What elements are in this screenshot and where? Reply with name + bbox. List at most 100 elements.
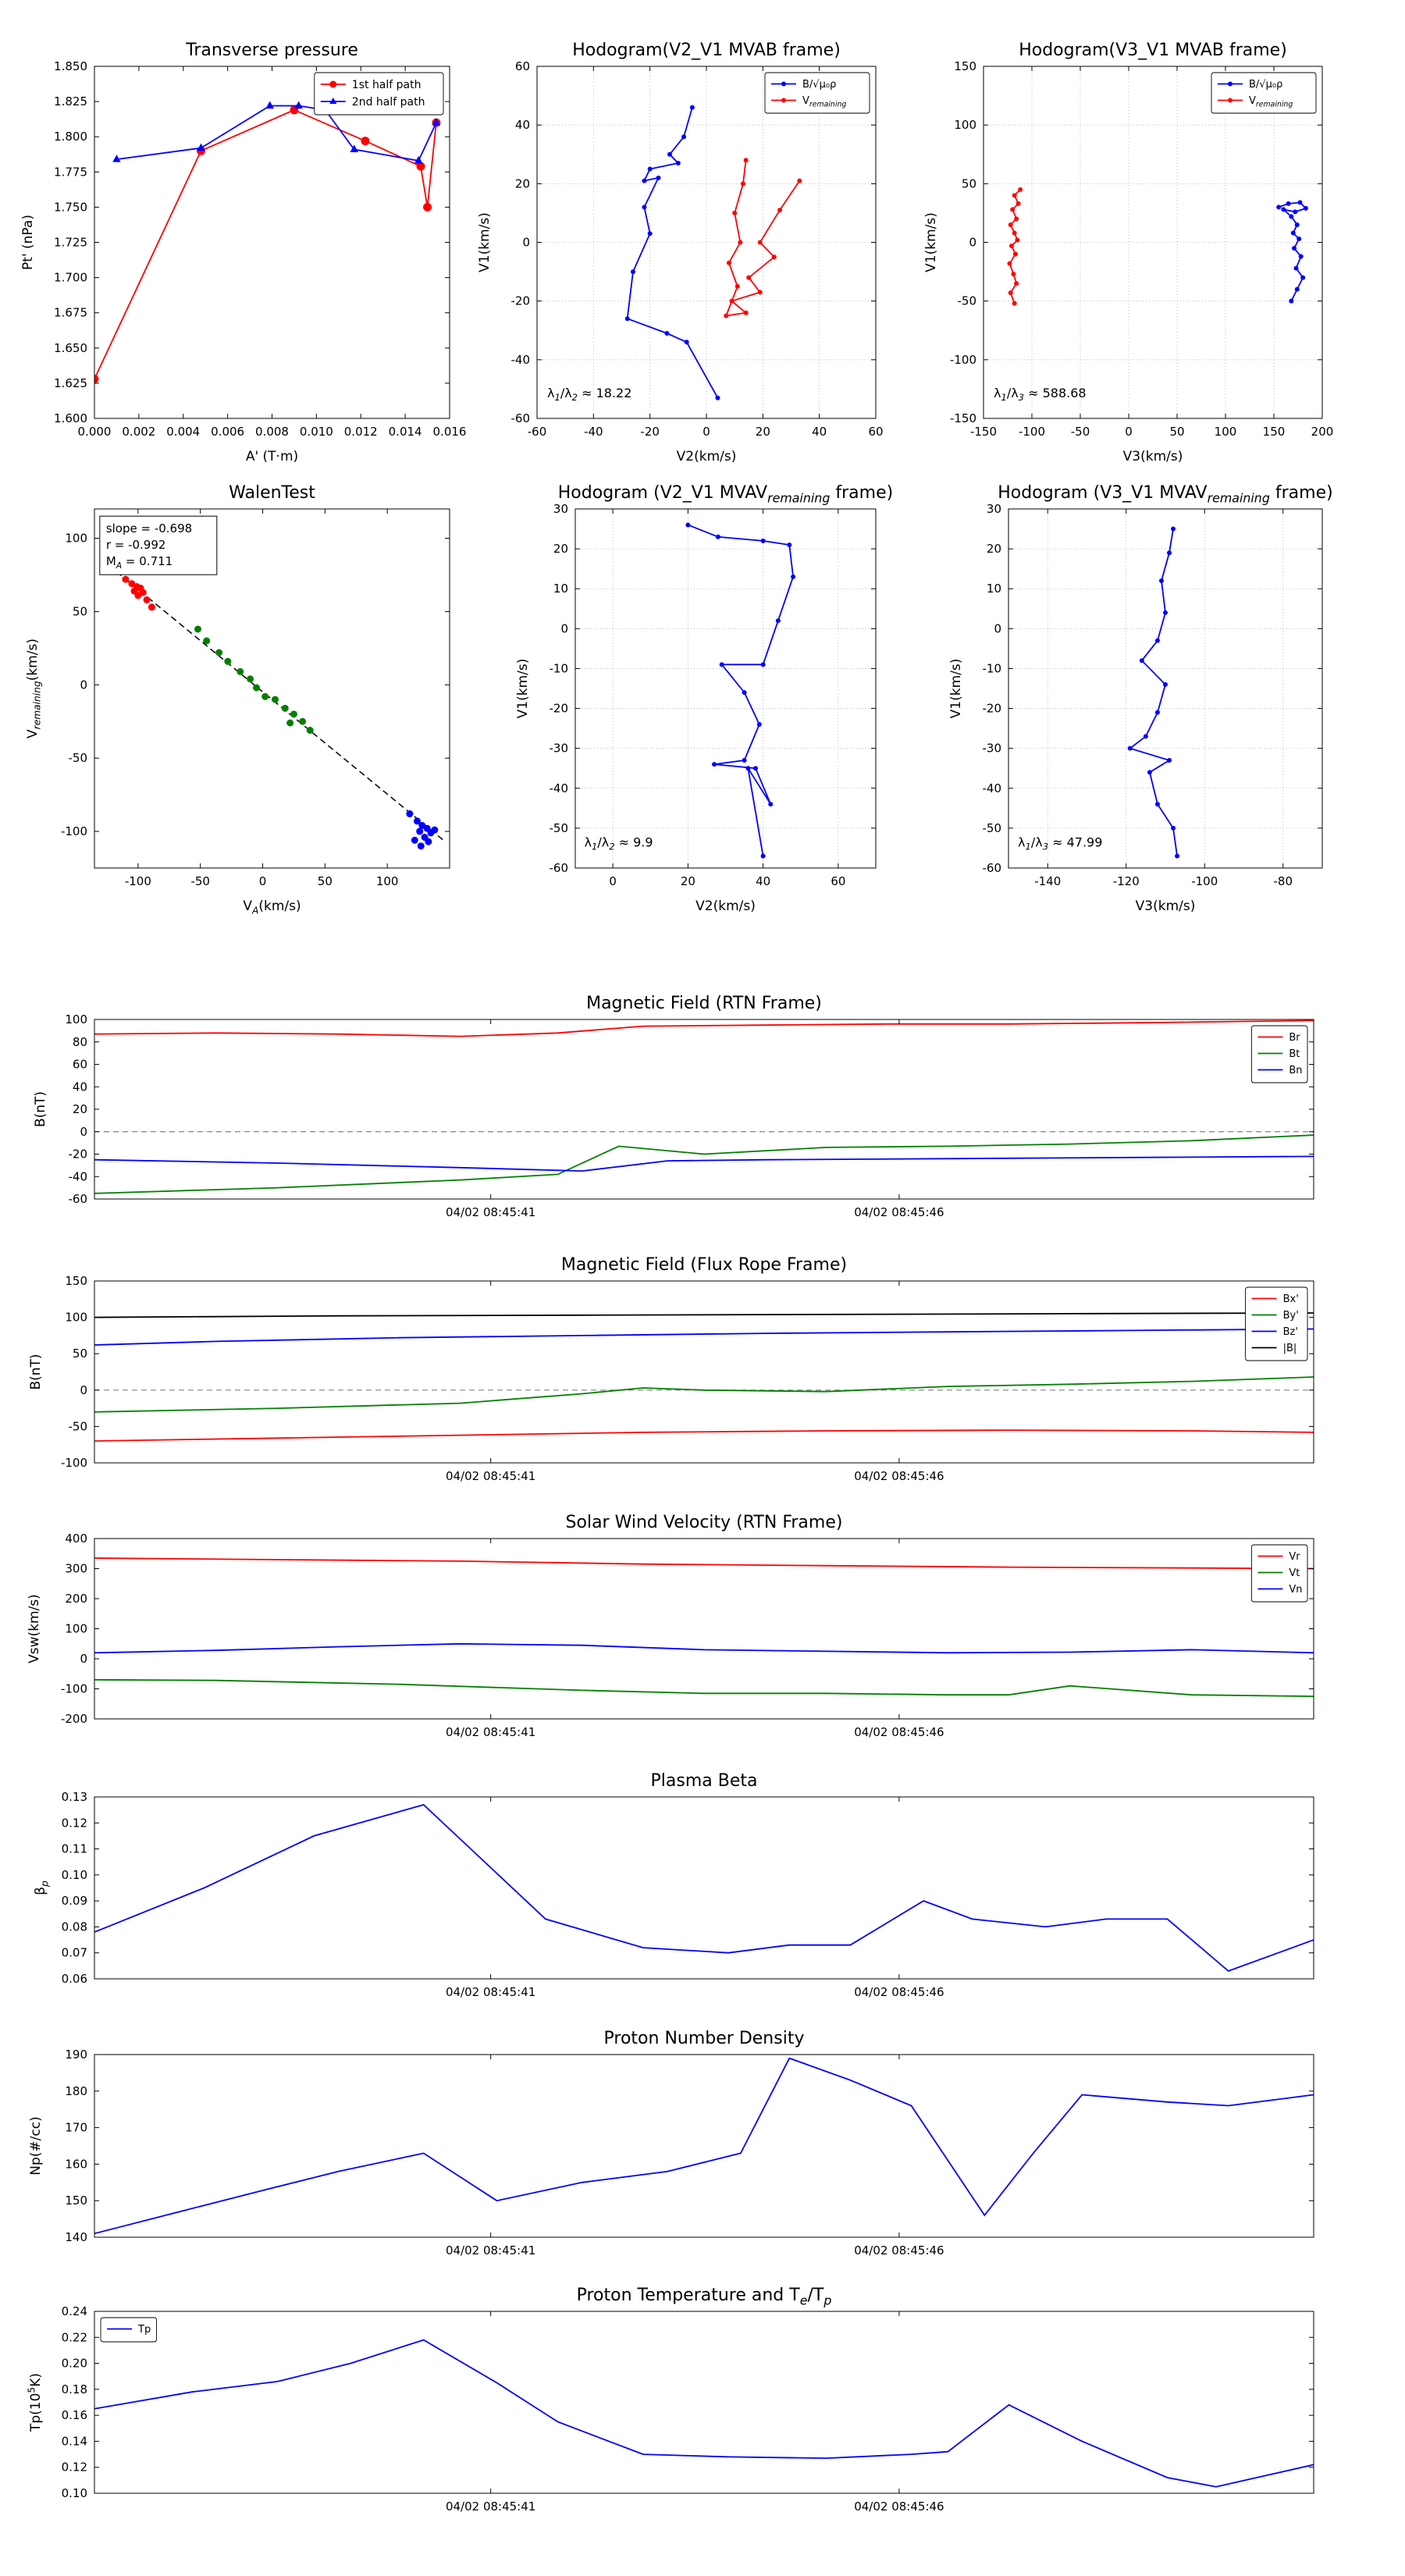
y-tick-label: 0.09 (62, 1894, 87, 1908)
y-axis-label: B(nT) (28, 1354, 44, 1389)
y-tick-label: 1.600 (54, 411, 87, 425)
annotation: λ1/λ3 ≈ 588.68 (994, 386, 1087, 403)
y-tick-label: -40 (550, 781, 569, 795)
y-tick-label: 30 (987, 502, 1001, 516)
series-bn (94, 1155, 1314, 1172)
x-tick-label: 60 (831, 874, 845, 888)
y-tick-label: 0.20 (62, 2357, 87, 2371)
y-tick-label: -20 (983, 702, 1002, 716)
series-beta-p (94, 1803, 1314, 1973)
chart-title: Hodogram(V2_V1 MVAB frame) (572, 41, 841, 60)
x-axis-label: V2(km/s) (677, 449, 737, 464)
x-tick-label: 0 (1125, 425, 1133, 439)
chart-hodogram-v2v1-mvab: -60 -40 -20 0 20 40 60 -60 -40 -20 0 20 40 60 Hodogram… (477, 41, 884, 464)
y-axis-label: V1(km/s) (477, 212, 493, 272)
annotation: λ1/λ3 ≈ 47.99 (1018, 834, 1102, 852)
x-tick-label: 40 (756, 874, 770, 888)
y-tick-label: -60 (511, 411, 531, 425)
annotation-line: MA = 0.711 (106, 554, 173, 571)
y-tick-label: 1.775 (54, 165, 87, 179)
y-tick-label: -60 (550, 861, 569, 875)
y-tick-label: 150 (65, 2194, 87, 2208)
legend-label: Br (1289, 1032, 1300, 1044)
y-tick-label: -60 (983, 861, 1002, 875)
y-tick-label: 20 (987, 542, 1001, 556)
legend-label: Bx' (1283, 1293, 1299, 1305)
y-tick-label: 30 (553, 502, 568, 516)
x-tick-label: 0.014 (389, 425, 422, 439)
chart-transverse-pressure: 0.000 0.002 0.004 0.006 0.008 0.010 0.012 0.014… (20, 41, 466, 464)
chart-proton-density: 04/02 08:45:41 04/02 08:45:46 140 150 160 170… (28, 2029, 1314, 2258)
legend: Vr Vt Vn (1250, 1544, 1308, 1603)
y-tick-label: 1.650 (54, 341, 87, 355)
y-tick-label: 10 (553, 582, 568, 596)
y-tick-label: 190 (65, 2048, 87, 2062)
y-tick-label: 0 (522, 236, 530, 250)
legend: Bx' By' Bz' |B| (1245, 1286, 1308, 1361)
chart-mag-fluxrope: 04/02 08:45:41 04/02 08:45:46 -100 -50 0 50 10… (28, 1255, 1314, 1483)
y-tick-label: 170 (65, 2121, 87, 2135)
x-axis-label: V2(km/s) (695, 898, 756, 914)
y-tick-label: 0.14 (62, 2434, 87, 2448)
x-tick-label: 150 (1263, 425, 1286, 439)
y-tick-label: -50 (958, 294, 977, 308)
y-axis-label: V1(km/s) (948, 659, 964, 719)
y-tick-label: 1.725 (54, 236, 87, 250)
legend-label: Vremaining (802, 95, 846, 109)
x-tick-label: 04/02 08:45:46 (854, 2500, 944, 2514)
chart-mag-rtn: 04/02 08:45:41 04/02 08:45:46 -60 -40 -20 0 20… (33, 994, 1314, 1219)
legend: B/√μ₀ρ Vremaining (764, 72, 870, 114)
chart-title: WalenTest (229, 483, 315, 503)
y-tick-label: -150 (950, 411, 976, 425)
x-tick-label: 04/02 08:45:41 (446, 1469, 535, 1483)
legend-label: Bn (1289, 1065, 1302, 1076)
chart-title: Hodogram (V2_V1 MVAVremaining frame) (558, 483, 893, 506)
x-tick-label: -100 (125, 874, 151, 888)
axes-frame (94, 1280, 1314, 1464)
x-tick-label: 0 (259, 874, 267, 888)
y-tick-label: 0 (80, 1652, 87, 1666)
series-vremaining (724, 158, 802, 318)
x-tick-label: -80 (1274, 874, 1293, 888)
y-tick-label: 1.675 (54, 306, 87, 320)
y-tick-label: -10 (550, 661, 569, 675)
series-np (94, 2057, 1314, 2235)
x-tick-label: 0.012 (344, 425, 378, 439)
series-fit-line (100, 558, 444, 841)
x-tick-label: -100 (1191, 874, 1218, 888)
legend-label: Vn (1289, 1584, 1302, 1596)
y-tick-label: -100 (61, 1456, 87, 1470)
y-tick-label: -100 (61, 824, 87, 838)
annotation-line: slope = -0.698 (106, 521, 192, 535)
y-tick-label: 20 (73, 1102, 87, 1116)
x-tick-label: 0.002 (122, 425, 155, 439)
x-tick-label: 04/02 08:45:41 (446, 2243, 535, 2258)
legend-label: B/√μ₀ρ (1249, 79, 1282, 91)
y-tick-label: 20 (515, 176, 530, 190)
series-vt (94, 1678, 1314, 1698)
y-tick-label: -50 (550, 821, 569, 835)
y-tick-label: 0.06 (62, 1972, 87, 1986)
y-tick-label: -200 (61, 1712, 87, 1726)
x-tick-label: 04/02 08:45:41 (446, 1725, 535, 1739)
y-tick-label: 100 (65, 1622, 87, 1636)
legend-label: 1st half path (352, 79, 422, 91)
annotation: λ1/λ2 ≈ 9.9 (585, 834, 653, 852)
series-by (94, 1376, 1314, 1413)
x-tick-label: -50 (1071, 425, 1090, 439)
y-tick-label: 0.18 (62, 2382, 87, 2396)
y-tick-label: 0.12 (62, 1816, 87, 1830)
legend-label: By' (1283, 1310, 1299, 1322)
x-tick-label: 40 (812, 425, 827, 439)
x-tick-label: 20 (756, 425, 770, 439)
y-tick-label: 100 (65, 1012, 87, 1026)
y-tick-label: 0.24 (62, 2304, 87, 2318)
y-tick-label: 1.625 (54, 376, 87, 390)
series-2nd-half-path (112, 101, 441, 164)
y-tick-label: 140 (65, 2230, 87, 2244)
y-tick-label: 50 (73, 1347, 87, 1361)
series-last-segment-points (406, 810, 439, 850)
x-tick-label: 20 (681, 874, 695, 888)
x-tick-label: 04/02 08:45:46 (854, 1725, 944, 1739)
